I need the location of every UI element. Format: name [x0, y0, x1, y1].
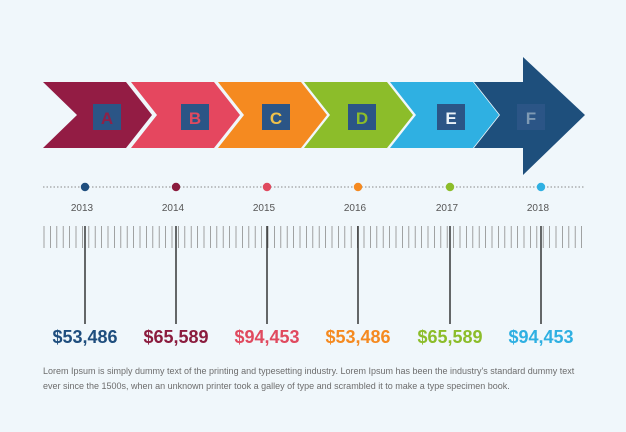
- description-text: Lorem Ipsum is simply dummy text of the …: [43, 366, 575, 391]
- year-dot: [171, 182, 181, 192]
- step-letter: B: [189, 109, 201, 128]
- year-label: 2017: [436, 203, 459, 214]
- value-label: $65,589: [417, 327, 482, 347]
- value-label: $94,453: [508, 327, 573, 347]
- chevron-arrows: A B C D E F: [43, 57, 585, 175]
- letter-box-e: [437, 104, 465, 130]
- letter-box-a: [93, 104, 121, 130]
- year-dot: [536, 182, 546, 192]
- year-dot: [353, 182, 363, 192]
- letter-box-b: [181, 104, 209, 130]
- tick-ruler: [43, 226, 582, 248]
- year-dot: [262, 182, 272, 192]
- year-dot: [80, 182, 90, 192]
- year-markers: 2013 $53,486 2014 $65,589 2015 $94,453 2016 $53…: [52, 182, 574, 347]
- year-label: 2018: [527, 203, 550, 214]
- year-label: 2016: [344, 203, 367, 214]
- step-letter: C: [270, 109, 282, 128]
- step-letter: E: [445, 109, 456, 128]
- letter-box-f: [517, 104, 545, 130]
- letter-box-c: [262, 104, 290, 130]
- value-label: $94,453: [234, 327, 299, 347]
- step-letter: F: [526, 109, 536, 128]
- letter-box-d: [348, 104, 376, 130]
- step-letter: D: [356, 109, 368, 128]
- value-label: $53,486: [325, 327, 390, 347]
- year-label: 2014: [162, 203, 185, 214]
- step-letter: A: [101, 109, 113, 128]
- year-label: 2015: [253, 203, 276, 214]
- year-dot: [445, 182, 455, 192]
- value-label: $65,589: [143, 327, 208, 347]
- value-label: $53,486: [52, 327, 117, 347]
- year-label: 2013: [71, 203, 94, 214]
